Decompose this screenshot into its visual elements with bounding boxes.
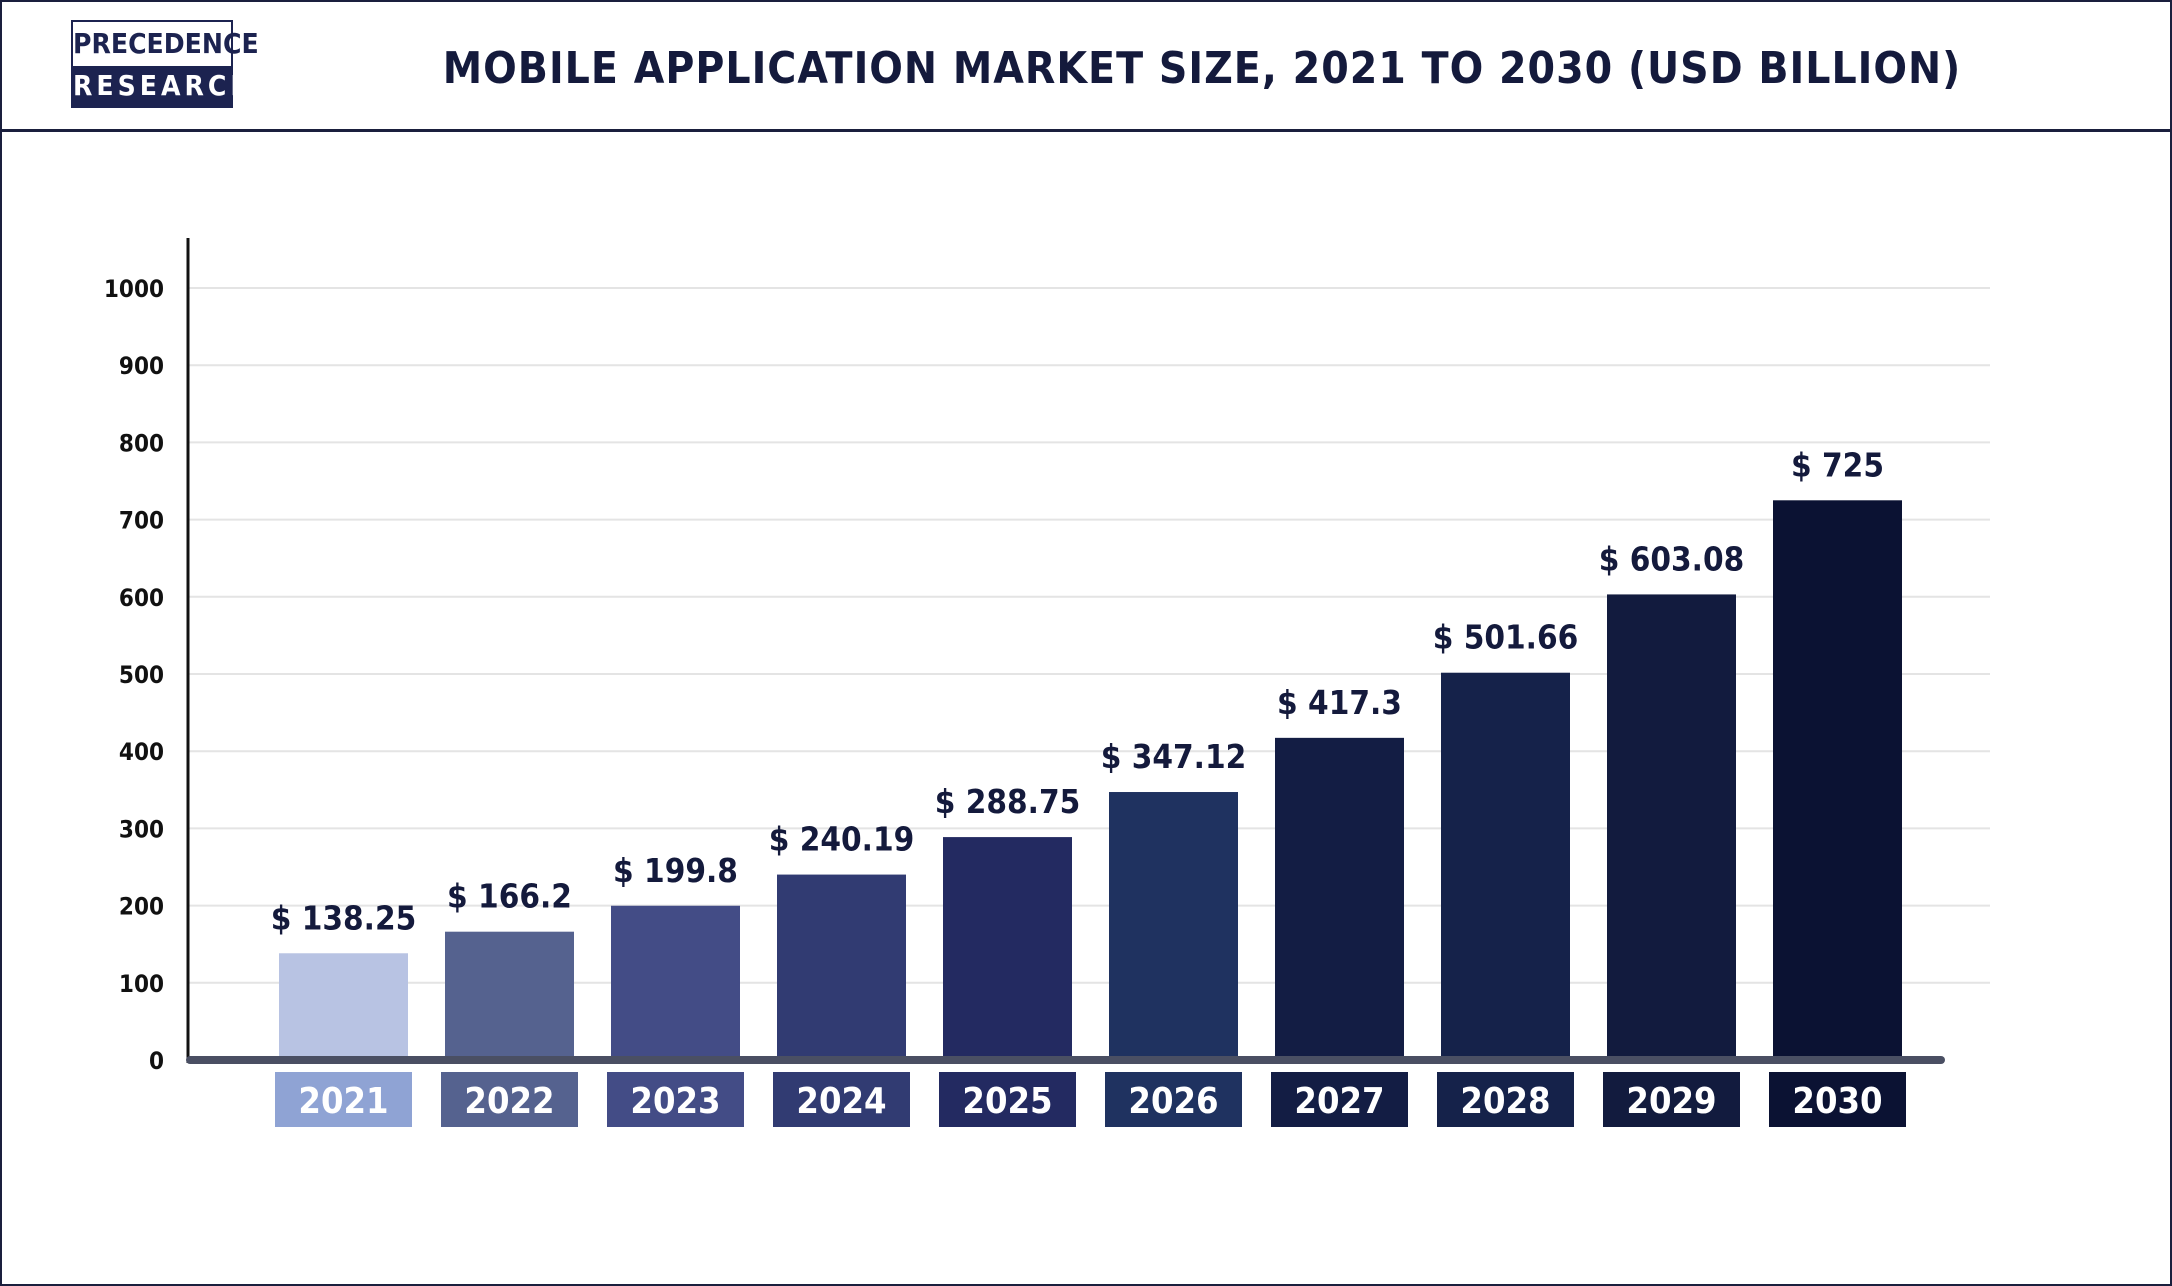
value-label-2026: $ 347.12 [1101, 737, 1247, 776]
bar-2027 [1275, 737, 1404, 1060]
y-tick-label-700: 700 [119, 507, 164, 535]
category-box-2023 [607, 1072, 744, 1127]
x-tick-label-2023: 2023 [630, 1081, 720, 1122]
category-box-2022 [441, 1072, 578, 1127]
logo: PRECEDENCE RESEARCH [71, 20, 259, 108]
bar-2021 [279, 953, 408, 1060]
y-tick-label-400: 400 [119, 738, 164, 766]
y-tick-label-0: 0 [149, 1047, 164, 1075]
logo-line1: PRECEDENCE [73, 22, 259, 66]
value-label-2021: $ 138.25 [271, 898, 417, 937]
y-tick-label-500: 500 [119, 661, 164, 689]
y-tick-label-200: 200 [119, 893, 164, 921]
bar-2029 [1607, 594, 1736, 1060]
x-tick-label-2025: 2025 [962, 1081, 1052, 1122]
x-tick-label-2021: 2021 [298, 1081, 388, 1122]
x-tick-label-2027: 2027 [1294, 1081, 1384, 1122]
bar-2025 [943, 837, 1072, 1060]
x-tick-label-2026: 2026 [1128, 1081, 1218, 1122]
category-box-2030 [1769, 1072, 1906, 1127]
x-tick-label-2030: 2030 [1792, 1081, 1882, 1122]
value-label-2023: $ 199.8 [613, 851, 738, 890]
y-tick-label-800: 800 [119, 429, 164, 457]
bar-2023 [611, 905, 740, 1060]
value-label-2028: $ 501.66 [1433, 618, 1579, 657]
value-label-2029: $ 603.08 [1599, 539, 1745, 578]
logo-line2: RESEARCH [73, 66, 251, 106]
y-tick-label-100: 100 [119, 970, 164, 998]
bar-2030 [1773, 500, 1902, 1060]
y-tick-label-900: 900 [119, 352, 164, 380]
header: PRECEDENCE RESEARCH MOBILE APPLICATION M… [2, 2, 2170, 132]
x-tick-label-2028: 2028 [1460, 1081, 1550, 1122]
category-box-2024 [773, 1072, 910, 1127]
bar-2026 [1109, 792, 1238, 1060]
value-label-2030: $ 725 [1791, 445, 1884, 484]
bar-2024 [777, 874, 906, 1060]
x-tick-label-2029: 2029 [1626, 1081, 1716, 1122]
category-box-2021 [275, 1072, 412, 1127]
value-label-2022: $ 166.2 [447, 877, 572, 916]
category-box-2027 [1271, 1072, 1408, 1127]
category-box-2029 [1603, 1072, 1740, 1127]
bar-2022 [445, 931, 574, 1060]
value-label-2025: $ 288.75 [935, 782, 1081, 821]
category-box-2026 [1105, 1072, 1242, 1127]
x-tick-label-2024: 2024 [796, 1081, 886, 1122]
category-box-2028 [1437, 1072, 1574, 1127]
value-label-2024: $ 240.19 [769, 820, 915, 859]
bar-2028 [1441, 672, 1570, 1060]
chart-title: MOBILE APPLICATION MARKET SIZE, 2021 TO … [442, 43, 1962, 94]
x-tick-label-2022: 2022 [464, 1081, 554, 1122]
y-tick-label-1000: 1000 [104, 275, 164, 303]
y-tick-label-300: 300 [119, 815, 164, 843]
category-box-2025 [939, 1072, 1076, 1127]
value-label-2027: $ 417.3 [1277, 683, 1402, 722]
y-tick-label-600: 600 [119, 584, 164, 612]
